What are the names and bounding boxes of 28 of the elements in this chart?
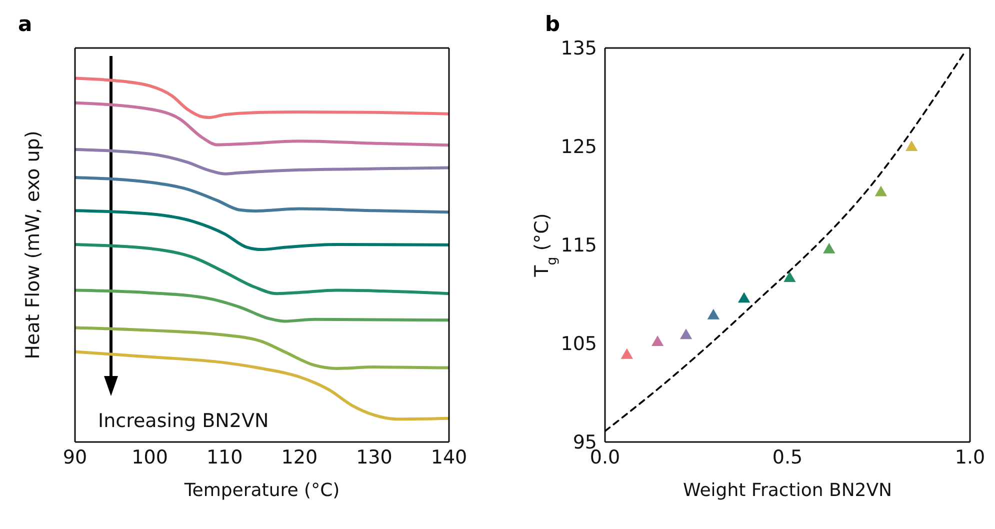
x-tick-label: 90: [62, 446, 88, 468]
x-tick-label: 1.0: [954, 446, 986, 468]
x-tick-label: 140: [430, 446, 468, 468]
annotation: Increasing BN2VN: [98, 410, 269, 432]
point: [823, 242, 836, 254]
line-series: [605, 51, 966, 432]
point: [680, 328, 692, 340]
point: [906, 140, 918, 151]
y-tick-label: 115: [560, 234, 597, 257]
chart-title: a: [18, 12, 32, 36]
x-axis-title: Temperature (°C): [183, 480, 340, 501]
y-tick-label: 105: [560, 333, 597, 356]
x-tick-label: 100: [132, 446, 168, 468]
y-tick-label: 135: [560, 38, 597, 60]
x-tick-label: 0.5: [772, 446, 803, 468]
point: [620, 348, 633, 359]
x-axis-title: Weight Fraction BN2VN: [682, 480, 892, 501]
point: [651, 335, 664, 346]
point: [784, 271, 796, 282]
x-tick-label: 130: [356, 446, 392, 468]
point: [738, 292, 750, 303]
y-axis-title: Heat Flow (mW, exo up): [22, 130, 44, 360]
point: [707, 308, 720, 320]
y-tick-label: 125: [560, 136, 597, 158]
chart-title: b: [545, 12, 560, 36]
x-tick-label: 110: [206, 446, 243, 468]
x-tick-label: 120: [281, 446, 318, 468]
point: [874, 186, 888, 196]
